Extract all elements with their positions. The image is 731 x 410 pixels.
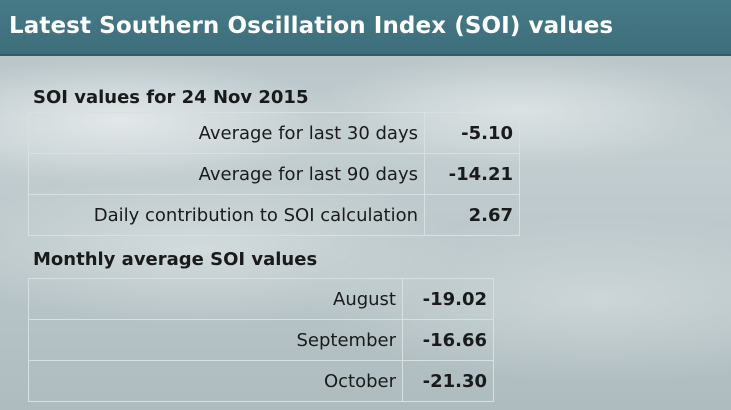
main-content: SOI values for 24 Nov 2015 Average for l…	[28, 84, 520, 402]
table-row: Average for last 90 days -14.21	[28, 153, 520, 195]
monthly-soi-table: August -19.02 September -16.66 October -…	[28, 278, 494, 402]
table-row: August -19.02	[28, 278, 494, 320]
page-title: Latest Southern Oscillation Index (SOI) …	[9, 13, 614, 39]
month-value: -19.02	[402, 278, 494, 320]
soi-section-title: SOI values for 24 Nov 2015	[33, 87, 309, 108]
row-label: Average for last 90 days	[28, 153, 425, 195]
table-row: Average for last 30 days -5.10	[28, 112, 520, 154]
month-value: -21.30	[402, 360, 494, 402]
soi-values-table: Average for last 30 days -5.10 Average f…	[28, 112, 520, 236]
row-value: -14.21	[424, 153, 520, 195]
monthly-section-title: Monthly average SOI values	[33, 249, 318, 270]
monthly-section: Monthly average SOI values August -19.02…	[28, 246, 520, 402]
table-row: October -21.30	[28, 360, 494, 402]
table-row: September -16.66	[28, 319, 494, 361]
row-label: Average for last 30 days	[28, 112, 425, 154]
row-value: 2.67	[424, 194, 520, 236]
row-label: Daily contribution to SOI calculation	[28, 194, 425, 236]
page-header: Latest Southern Oscillation Index (SOI) …	[0, 0, 731, 56]
row-value: -5.10	[424, 112, 520, 154]
table-row: Daily contribution to SOI calculation 2.…	[28, 194, 520, 236]
month-label: September	[28, 319, 403, 361]
month-label: October	[28, 360, 403, 402]
month-label: August	[28, 278, 403, 320]
month-value: -16.66	[402, 319, 494, 361]
